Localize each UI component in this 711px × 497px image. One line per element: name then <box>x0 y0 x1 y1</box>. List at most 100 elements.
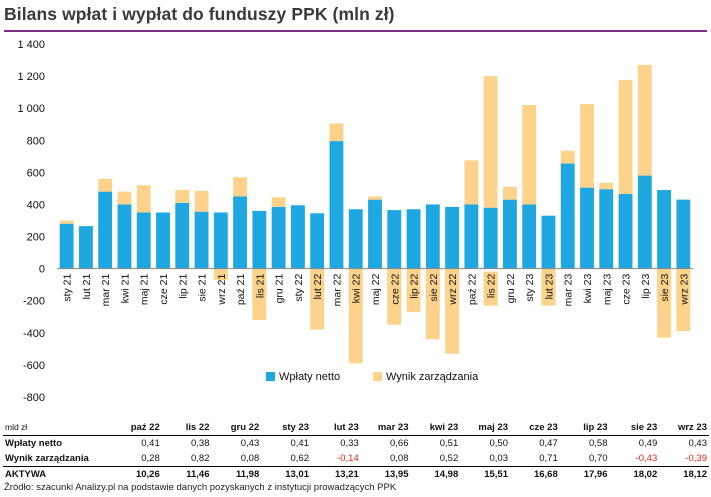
bar-wynik-zarzadzania <box>136 185 151 213</box>
x-tick-label: kwi 23 <box>582 273 594 303</box>
x-tick-label: paź 22 <box>466 273 478 305</box>
table-column-header: sty 23 <box>282 422 309 433</box>
table-column-header: gru 22 <box>230 422 260 433</box>
table-column-header: cze 23 <box>529 422 558 433</box>
x-tick-label: wrz 23 <box>678 273 690 305</box>
x-tick-label: maj 22 <box>370 273 382 305</box>
y-tick-label: 1 000 <box>17 103 45 115</box>
bar-wplaty-netto <box>637 175 652 269</box>
x-tick-label: gru 22 <box>505 273 517 303</box>
bar-wplaty-netto <box>522 204 537 269</box>
bar-wplaty-netto <box>560 163 575 269</box>
table-cell: 0,49 <box>609 435 660 451</box>
x-tick-label: lip 22 <box>409 273 421 298</box>
table-row: Wynik zarządzania 0,28 0,82 0,08 0,62 -0,14 0,… <box>3 451 709 467</box>
bar-wplaty-netto <box>233 196 248 269</box>
y-tick-label: 1 400 <box>17 39 45 51</box>
table-column-header: kwi 23 <box>429 422 459 433</box>
table-cell: 0,71 <box>539 453 558 464</box>
legend-label-wynik-zarzadzania: Wynik zarządzania <box>386 371 479 383</box>
x-tick-label: lut 22 <box>312 273 324 299</box>
chart-title: Bilans wpłat i wypłat do funduszy PPK (m… <box>4 4 395 24</box>
table-cell: 0,66 <box>360 435 411 451</box>
table-cell: 16,68 <box>510 466 560 482</box>
table-cell: 0,28 <box>141 453 160 464</box>
y-tick-label: 1 200 <box>17 71 45 83</box>
table-row: Wpłaty netto 0,41 0,38 0,43 0,41 0,33 0,66 0,51… <box>3 435 709 451</box>
bar-wplaty-netto <box>310 213 325 269</box>
bar-wplaty-netto <box>387 210 402 269</box>
table-cell: 0,47 <box>510 435 560 451</box>
table-body: Wpłaty netto 0,41 0,38 0,43 0,41 0,33 0,66 0,51… <box>3 435 709 482</box>
table-cell: 0,51 <box>410 435 461 451</box>
x-tick-label: mar 21 <box>100 273 112 306</box>
bar-wynik-zarzadzania <box>406 268 421 312</box>
category-label-highlight <box>310 271 325 306</box>
bar-wplaty-netto <box>618 194 633 269</box>
table-column-header: mar 23 <box>377 422 409 433</box>
x-tick-label: cze 23 <box>621 273 633 304</box>
table-cell: -0,39 <box>685 453 707 464</box>
x-tick-label: lip 21 <box>177 273 189 298</box>
bar-wplaty-netto <box>445 206 460 269</box>
bar-wynik-zarzadzania <box>98 178 113 192</box>
bar-wplaty-netto <box>329 141 344 269</box>
x-tick-label: maj 23 <box>601 273 613 305</box>
table-column-header: sie 23 <box>630 422 658 433</box>
table-cell: 17,96 <box>559 466 610 482</box>
bar-wynik-zarzadzania <box>213 268 228 280</box>
x-tick-label: wrz 21 <box>216 273 228 305</box>
table-row-label: Wynik zarządzania <box>5 453 89 464</box>
bar-wplaty-netto <box>136 212 151 269</box>
table-column-header: maj 23 <box>478 422 508 433</box>
bar-wplaty-netto <box>59 223 74 269</box>
x-tick-label: kwi 21 <box>119 273 131 303</box>
x-tick-label: cze 21 <box>158 273 170 304</box>
bar-wynik-zarzadzania <box>194 190 209 212</box>
bar-wynik-zarzadzania <box>522 104 537 205</box>
category-label-highlight <box>541 271 556 306</box>
bar-wynik-zarzadzania <box>580 104 594 188</box>
table-header-row: mld zł paź 22 lis 22 gru 22 sty 23 lut 23 mar … <box>3 420 709 436</box>
bar-wplaty-netto <box>271 206 286 269</box>
table-cell: 0,41 <box>112 435 162 451</box>
bar-wynik-zarzadzania <box>175 190 190 203</box>
table-cell: 18,12 <box>659 466 709 482</box>
table-cell: 18,02 <box>609 466 660 482</box>
table-cell: -0,14 <box>337 453 359 464</box>
table-cell: 14,98 <box>410 466 461 482</box>
table-cell: 0,38 <box>161 435 212 451</box>
bar-wplaty-netto <box>580 187 594 269</box>
x-tick-label: paź 21 <box>235 273 247 305</box>
table-cell: 0,08 <box>240 453 260 464</box>
table-cell: 13,21 <box>311 466 361 482</box>
category-label-highlight <box>445 271 460 306</box>
table-row: AKTYWA 10,26 11,46 11,98 13,01 13,21 13,95 14,9… <box>3 466 709 482</box>
bar-wplaty-netto <box>676 199 691 269</box>
bar-wplaty-netto <box>406 209 421 269</box>
table-column-header: wrz 23 <box>677 422 707 433</box>
table-cell: 11,46 <box>161 466 212 482</box>
x-tick-label: sty 21 <box>62 273 74 301</box>
bar-wynik-zarzadzania <box>464 160 479 205</box>
bar-wplaty-netto <box>117 204 132 269</box>
y-tick-label: 200 <box>27 232 45 244</box>
category-label-highlight <box>252 271 267 306</box>
bar-wynik-zarzadzania <box>117 191 132 205</box>
bar-wplaty-netto <box>78 226 93 269</box>
table-cell: 0,33 <box>311 435 361 451</box>
bar-wplaty-netto <box>599 189 614 269</box>
x-tick-label: lip 23 <box>640 273 652 298</box>
table-cell: 0,03 <box>489 453 509 464</box>
bar-wplaty-netto <box>464 204 479 269</box>
table-cell: 0,62 <box>290 453 310 464</box>
table-cell: 13,01 <box>261 466 311 482</box>
table-cell: 0,41 <box>261 435 311 451</box>
table-cell: 0,43 <box>659 435 709 451</box>
bar-wynik-zarzadzania <box>271 197 286 207</box>
x-tick-label: sty 23 <box>524 273 536 301</box>
table-cell: 0,50 <box>460 435 510 451</box>
bar-wplaty-netto <box>425 204 440 269</box>
bar-wplaty-netto <box>98 191 113 269</box>
bar-wplaty-netto <box>348 209 363 269</box>
